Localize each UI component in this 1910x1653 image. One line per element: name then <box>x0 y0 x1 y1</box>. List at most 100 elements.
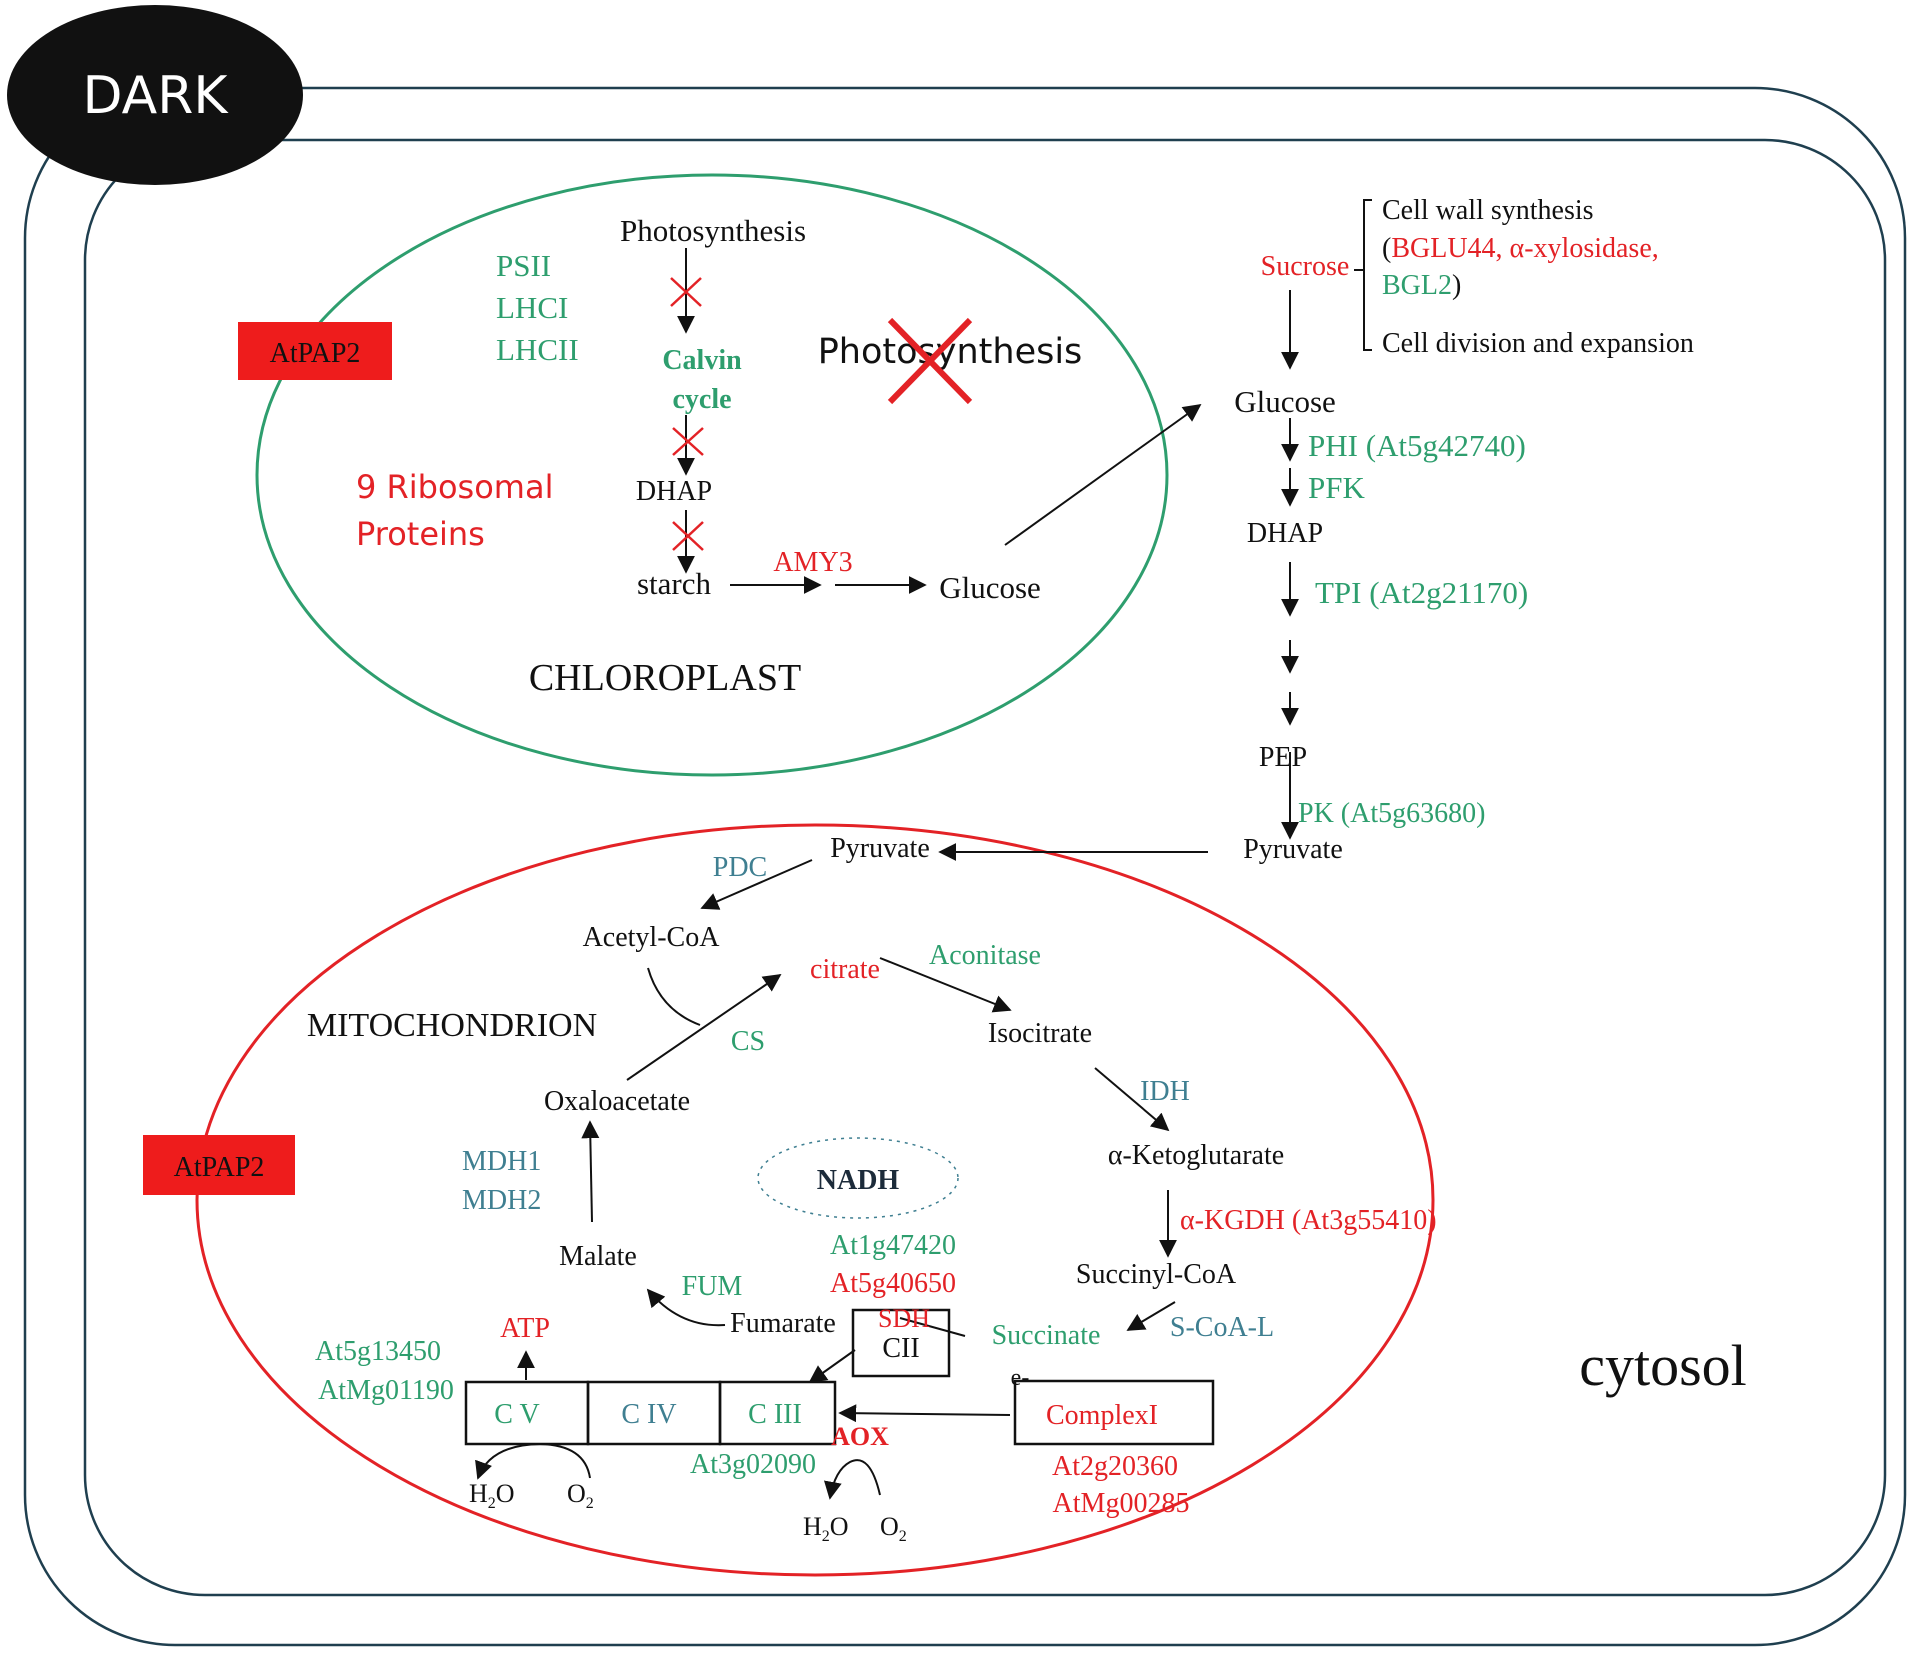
pep-label: PEP <box>1259 742 1307 773</box>
curve-acetylcoa-cs <box>647 967 701 1026</box>
ribosomal-label-1: 9 Ribosomal <box>356 468 553 506</box>
civ-label: C IV <box>621 1399 676 1430</box>
fumarate-label: Fumarate <box>730 1308 836 1339</box>
cell-wall-genes-2: BGL2 <box>1382 270 1452 301</box>
dhap-cytosol-label: DHAP <box>1247 518 1323 549</box>
atpap2-tag-top <box>238 322 392 380</box>
oxaloacetate-label: Oxaloacetate <box>544 1086 690 1117</box>
o2-2-sub: 2 <box>899 1528 907 1545</box>
c1-gene-1: At2g20360 <box>1052 1451 1178 1482</box>
atpap2-tag-top-label: AtPAP2 <box>270 338 361 369</box>
succinyl-coa-label: Succinyl-CoA <box>1076 1259 1237 1290</box>
ciii-gene: At3g02090 <box>690 1449 816 1480</box>
cell-division-label: Cell division and expansion <box>1382 328 1694 359</box>
dhap-chloroplast-label: DHAP <box>636 476 712 507</box>
h2o-2-h: H <box>803 1512 822 1541</box>
complex-iii-box <box>718 1380 837 1446</box>
curve-water-right <box>539 1443 591 1479</box>
arrow-succinate-fumarate <box>899 1317 966 1337</box>
arrow-malate-oxaloacetate <box>581 1120 600 1223</box>
cell-wall-genes-1: BGLU44, α-xylosidase, <box>1391 233 1658 264</box>
sucrose-label: Sucrose <box>1261 251 1350 282</box>
akg-label: α-Ketoglutarate <box>1108 1140 1284 1171</box>
mdh2-label: MDH2 <box>462 1185 541 1216</box>
glucose-chloroplast-label: Glucose <box>939 570 1041 605</box>
h2o-2-sub: 2 <box>822 1528 830 1545</box>
h2o-2-o: O <box>830 1512 849 1541</box>
atp-label: ATP <box>500 1313 550 1344</box>
mdh1-label: MDH1 <box>462 1146 541 1177</box>
arrow-ci-ciii <box>838 1404 1011 1423</box>
cs-label: CS <box>731 1026 765 1057</box>
curve-aox <box>823 1459 881 1500</box>
calvin-label-1: Calvin <box>662 345 742 376</box>
citrate-label: citrate <box>810 954 880 985</box>
calvin-label-2: cycle <box>672 384 731 415</box>
block-cross-1 <box>670 277 702 307</box>
dark-badge <box>7 5 303 185</box>
cell-inner-membrane <box>83 138 1887 1597</box>
o2-1-o: O <box>567 1479 586 1508</box>
starch-label: starch <box>637 566 712 601</box>
arrow-cii-ciii <box>808 1349 856 1384</box>
photosynthesis-blocked-cross <box>887 317 973 405</box>
succinate-label: Succinate <box>992 1320 1101 1351</box>
arrow-glucose-export <box>1004 403 1202 546</box>
complex-i-label: ComplexI <box>1046 1400 1158 1431</box>
complex-i-box <box>1013 1379 1215 1446</box>
chloroplast-outline <box>255 173 1169 777</box>
acetyl-coa-label: Acetyl-CoA <box>583 922 721 953</box>
cii-label: CII <box>882 1333 919 1364</box>
chloroplast-label: CHLOROPLAST <box>529 657 801 699</box>
paren-close: ) <box>1452 270 1461 301</box>
lhci-label: LHCI <box>496 290 568 325</box>
idh-label: IDH <box>1140 1076 1190 1107</box>
dark-badge-label: DARK <box>83 66 230 126</box>
h2o-2: H2O <box>803 1512 849 1545</box>
scoal-label: S-CoA-L <box>1170 1312 1274 1343</box>
glucose-cytosol-label: Glucose <box>1234 384 1336 419</box>
psii-label: PSII <box>496 248 551 283</box>
tpi-label: TPI (At2g21170) <box>1315 575 1528 610</box>
o2-1-sub: 2 <box>586 1495 594 1512</box>
malate-label: Malate <box>559 1241 637 1272</box>
cv-label: C V <box>494 1399 539 1430</box>
amy3-label: AMY3 <box>773 547 852 578</box>
nadh-gene-2: At5g40650 <box>830 1268 956 1299</box>
pyruvate-cytosol-label: Pyruvate <box>1243 834 1343 865</box>
o2-1: O2 <box>567 1479 594 1512</box>
curve-water-left <box>475 1443 541 1480</box>
nadh-label: NADH <box>817 1165 900 1196</box>
nadh-cloud <box>757 1137 959 1219</box>
isocitrate-label: Isocitrate <box>988 1018 1092 1049</box>
cv-gene-2: AtMg01190 <box>318 1375 454 1406</box>
pk-label: PK (At5g63680) <box>1298 798 1485 829</box>
aox-label: AOX <box>831 1422 889 1451</box>
sdh-label: SDH <box>878 1304 930 1333</box>
cv-gene-1: At5g13450 <box>315 1336 441 1367</box>
arrow-isocitrate-akg <box>1094 1067 1170 1132</box>
c1-gene-2: AtMg00285 <box>1053 1488 1190 1519</box>
o2-2-o: O <box>880 1512 899 1541</box>
ciii-label: C III <box>748 1399 802 1430</box>
cell-wall-label: Cell wall synthesis <box>1382 195 1594 226</box>
lhcii-label: LHCII <box>496 332 579 367</box>
block-cross-3 <box>672 521 704 551</box>
arrow-oxaloacetate-citrate <box>626 973 782 1081</box>
h2o-1: H2O <box>469 1479 515 1512</box>
arrow-fumarate-malate <box>646 1288 726 1327</box>
cytosol-label: cytosol <box>1579 1333 1747 1398</box>
cell-wall-genes-line1: (BGLU44, α-xylosidase, <box>1382 233 1659 264</box>
arrow-citrate-isocitrate <box>879 957 1012 1013</box>
mitochondrion-outline <box>195 823 1435 1577</box>
photosynthesis-label: Photosynthesis <box>620 213 806 248</box>
aconitase-label: Aconitase <box>929 940 1041 971</box>
o2-2: O2 <box>880 1512 907 1545</box>
fum-label: FUM <box>682 1271 743 1302</box>
sucrose-bracket <box>1354 199 1372 351</box>
mitochondrion-label: MITOCHONDRION <box>307 1007 597 1044</box>
arrow-pyruvate-acetylcoa <box>700 859 813 910</box>
pfk-label: PFK <box>1308 470 1365 505</box>
arrow-succinylcoa-succinate <box>1126 1301 1176 1331</box>
